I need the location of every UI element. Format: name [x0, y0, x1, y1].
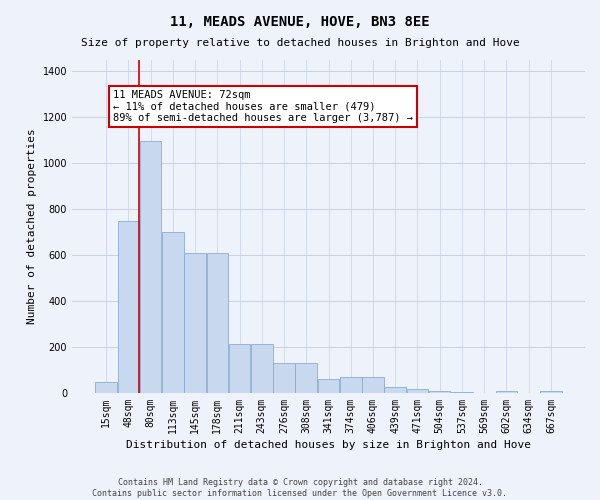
Bar: [407, 389, 428, 393]
Bar: [206, 253, 228, 393]
Y-axis label: Number of detached properties: Number of detached properties: [27, 128, 37, 324]
Text: 11, MEADS AVENUE, HOVE, BN3 8EE: 11, MEADS AVENUE, HOVE, BN3 8EE: [170, 15, 430, 29]
Bar: [451, 392, 473, 393]
Bar: [362, 377, 384, 393]
Bar: [496, 390, 517, 393]
Text: Contains HM Land Registry data © Crown copyright and database right 2024.
Contai: Contains HM Land Registry data © Crown c…: [92, 478, 508, 498]
Bar: [229, 344, 250, 393]
Text: 11 MEADS AVENUE: 72sqm
← 11% of detached houses are smaller (479)
89% of semi-de: 11 MEADS AVENUE: 72sqm ← 11% of detached…: [113, 90, 413, 123]
Bar: [184, 253, 206, 393]
Bar: [251, 344, 272, 393]
Bar: [140, 141, 161, 393]
Bar: [385, 386, 406, 393]
Bar: [118, 221, 139, 393]
X-axis label: Distribution of detached houses by size in Brighton and Hove: Distribution of detached houses by size …: [126, 440, 531, 450]
Bar: [95, 382, 117, 393]
Bar: [429, 390, 451, 393]
Text: Size of property relative to detached houses in Brighton and Hove: Size of property relative to detached ho…: [80, 38, 520, 48]
Bar: [162, 232, 184, 393]
Bar: [318, 379, 340, 393]
Bar: [295, 362, 317, 393]
Bar: [273, 362, 295, 393]
Bar: [540, 390, 562, 393]
Bar: [340, 377, 362, 393]
